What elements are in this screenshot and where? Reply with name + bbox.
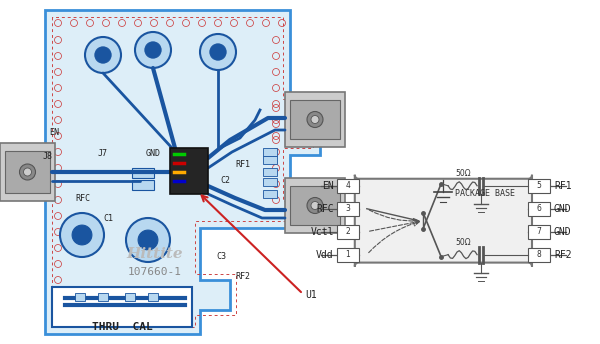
Bar — [263, 156, 277, 164]
Bar — [528, 248, 550, 262]
Text: J8: J8 — [43, 152, 53, 161]
Bar — [290, 100, 340, 139]
Text: 50Ω: 50Ω — [455, 169, 471, 178]
Bar — [337, 225, 359, 239]
Circle shape — [311, 202, 319, 209]
Text: 107660-1: 107660-1 — [128, 267, 182, 277]
Text: RF1: RF1 — [236, 160, 251, 169]
Bar — [337, 248, 359, 262]
Bar — [0, 143, 55, 201]
Circle shape — [307, 197, 323, 214]
Circle shape — [95, 47, 111, 63]
Text: Hittite: Hittite — [127, 247, 184, 261]
Bar — [148, 293, 158, 301]
Circle shape — [311, 116, 319, 123]
Circle shape — [138, 230, 158, 250]
Bar — [528, 225, 550, 239]
Text: Vdd: Vdd — [316, 250, 334, 260]
Polygon shape — [45, 10, 320, 334]
Text: GND: GND — [146, 149, 161, 158]
Circle shape — [200, 34, 236, 70]
Bar — [75, 293, 85, 301]
Text: U1: U1 — [305, 290, 317, 300]
Circle shape — [126, 218, 170, 262]
Bar — [285, 178, 345, 233]
Bar — [528, 179, 550, 193]
Bar — [263, 190, 277, 198]
Bar — [285, 92, 345, 147]
Text: 50Ω: 50Ω — [455, 238, 471, 247]
Text: VDD: VDD — [117, 292, 132, 301]
Text: RF1: RF1 — [554, 181, 572, 191]
Bar — [528, 202, 550, 216]
Text: RFC: RFC — [75, 194, 90, 203]
Bar — [263, 168, 277, 176]
Bar — [290, 186, 340, 225]
Text: PACKAGE BASE: PACKAGE BASE — [455, 189, 515, 198]
Text: RF2: RF2 — [236, 272, 251, 281]
Circle shape — [307, 111, 323, 128]
Bar — [125, 293, 135, 301]
Text: GND: GND — [554, 204, 572, 214]
Text: C1: C1 — [103, 214, 113, 223]
Bar — [170, 148, 208, 194]
Text: 1: 1 — [346, 250, 350, 259]
Bar — [337, 179, 359, 193]
Text: THRU  CAL: THRU CAL — [92, 322, 152, 332]
Circle shape — [135, 32, 171, 68]
Bar — [98, 293, 108, 301]
FancyBboxPatch shape — [355, 175, 532, 267]
Circle shape — [72, 225, 92, 245]
Text: 5: 5 — [536, 181, 541, 190]
Text: 4: 4 — [346, 181, 350, 190]
Bar — [52, 287, 192, 327]
Circle shape — [19, 164, 35, 180]
Text: 3: 3 — [346, 204, 350, 213]
Text: J7: J7 — [97, 149, 107, 158]
Text: VC: VC — [77, 292, 87, 301]
Bar — [263, 148, 277, 156]
Circle shape — [23, 168, 32, 176]
Text: Vctl: Vctl — [310, 227, 334, 237]
Bar — [263, 178, 277, 186]
Text: RF2: RF2 — [554, 250, 572, 260]
Circle shape — [85, 37, 121, 73]
Text: EN: EN — [322, 181, 334, 191]
Text: GND: GND — [554, 227, 572, 237]
Text: EN: EN — [49, 128, 59, 137]
Text: RFC: RFC — [316, 204, 334, 214]
Circle shape — [210, 44, 226, 60]
Text: 2: 2 — [346, 227, 350, 236]
Text: 7: 7 — [536, 227, 541, 236]
Text: C3: C3 — [216, 252, 226, 261]
Bar — [132, 180, 154, 190]
Bar — [132, 168, 154, 178]
Bar — [337, 202, 359, 216]
Text: C2: C2 — [221, 176, 231, 185]
Circle shape — [145, 42, 161, 58]
Bar — [5, 151, 50, 193]
Circle shape — [60, 213, 104, 257]
Text: 6: 6 — [536, 204, 541, 213]
Text: GND: GND — [179, 292, 194, 301]
Text: 8: 8 — [536, 250, 541, 259]
